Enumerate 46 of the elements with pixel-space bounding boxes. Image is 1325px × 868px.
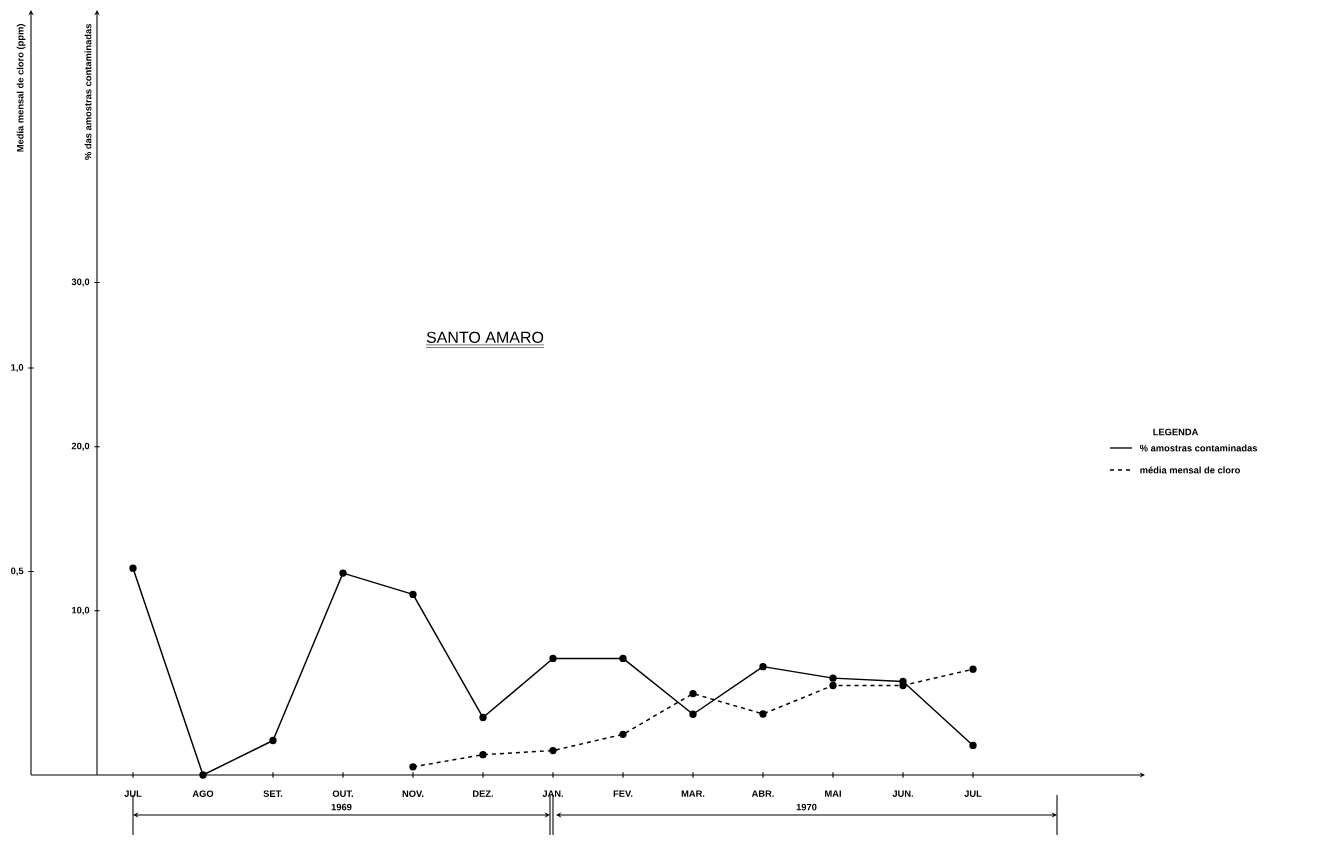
point — [619, 730, 627, 738]
x-tick-label: DEZ. — [473, 790, 493, 797]
point — [689, 710, 697, 718]
x-tick-label: SET. — [263, 790, 283, 797]
point — [759, 662, 767, 671]
x-tick-label: JUL — [124, 790, 142, 797]
legend-title: LEGENDA — [1153, 428, 1199, 436]
point — [199, 771, 207, 779]
x-tick-label: MAI — [825, 790, 841, 797]
point — [689, 689, 697, 698]
y-axis-title: Media mensal de cloro (ppm) — [16, 24, 26, 152]
text: 1969 — [331, 803, 352, 811]
y2-tick-label: 10,0 — [72, 606, 90, 615]
legend-label: média mensal de cloro — [1140, 466, 1240, 474]
legend-label: % amostras contaminadas — [1139, 444, 1258, 452]
x-tick-label: AGO — [192, 790, 214, 797]
point — [829, 681, 837, 690]
point — [829, 674, 837, 682]
x-tick-label: FEV. — [613, 790, 633, 797]
point — [409, 590, 417, 599]
y2-tick-label: 30,0 — [71, 278, 90, 287]
point — [969, 741, 977, 750]
point — [619, 654, 627, 663]
point — [129, 564, 137, 572]
point — [969, 665, 977, 673]
x-tick-label: JUL — [964, 790, 982, 797]
text: SANTO AMARO — [426, 331, 544, 343]
y-tick-label: 1,0 — [11, 364, 24, 373]
point — [549, 654, 557, 663]
x-tick-label: MAR. — [681, 790, 705, 797]
point — [479, 750, 487, 759]
point — [409, 763, 417, 771]
text: 1970 — [796, 803, 817, 811]
point — [479, 713, 487, 722]
y2-axis-title: % das amostras contaminadas — [84, 23, 92, 160]
point — [759, 710, 767, 718]
x-tick-label: OUT. — [332, 790, 353, 797]
x-tick-label: ABR. — [751, 790, 774, 797]
point — [269, 736, 277, 745]
x-tick-label: JAN. — [542, 790, 563, 797]
point — [339, 569, 347, 577]
point — [549, 746, 557, 755]
x-tick-label: NOV. — [402, 790, 424, 797]
x-tick-label: JUN. — [892, 790, 913, 797]
y-tick-label: 0,5 — [11, 567, 24, 576]
y2-tick-label: 20,0 — [71, 442, 90, 451]
